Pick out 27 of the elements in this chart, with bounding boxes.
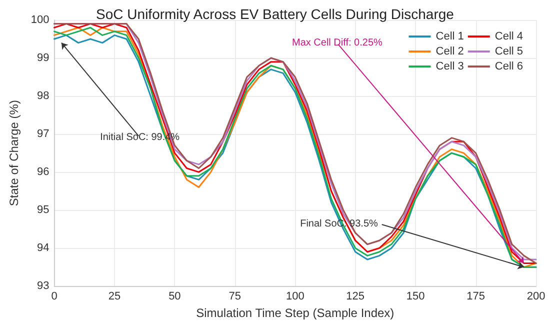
- x-tick-label: 25: [108, 290, 121, 303]
- x-axis-title: Simulation Time Step (Sample Index): [196, 306, 394, 320]
- legend-label: Cell 2: [436, 46, 464, 58]
- chart-title: SoC Uniformity Across EV Battery Cells During Discharge: [96, 6, 454, 22]
- y-tick-label: 97: [37, 128, 50, 140]
- x-tick-label: 100: [286, 290, 304, 303]
- legend-label: Cell 6: [494, 60, 523, 72]
- legend-label: Cell 1: [436, 30, 464, 42]
- annotation: Max Cell Diff: 0.25%: [292, 38, 382, 49]
- x-tick-label: 125: [346, 290, 365, 303]
- y-tick-label: 98: [37, 90, 50, 102]
- x-tick-label: 75: [228, 290, 242, 303]
- y-tick-label: 96: [37, 166, 50, 178]
- legend-label: Cell 4: [494, 30, 523, 42]
- x-tick-label: 150: [406, 290, 425, 303]
- x-tick-label: 0: [51, 290, 58, 303]
- y-tick-label: 93: [37, 280, 50, 292]
- x-tick-label: 200: [526, 290, 546, 303]
- x-tick-label: 175: [466, 290, 485, 303]
- y-tick-label: 94: [37, 242, 50, 254]
- y-tick-label: 100: [30, 14, 50, 26]
- x-tick-label: 50: [168, 290, 181, 303]
- y-tick-label: 99: [37, 52, 50, 64]
- y-tick-label: 95: [37, 204, 50, 216]
- y-axis-title: State of Charge (%): [7, 100, 21, 206]
- legend-label: Cell 3: [436, 60, 464, 72]
- legend-label: Cell 5: [494, 46, 523, 58]
